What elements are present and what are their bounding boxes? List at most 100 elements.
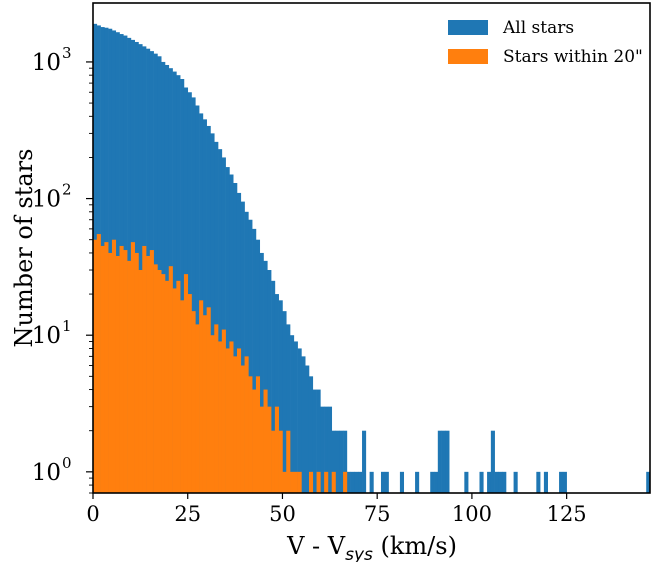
bar (343, 471, 348, 493)
bar (127, 260, 132, 493)
bar (354, 471, 359, 493)
bar (210, 133, 215, 493)
bar (494, 471, 499, 493)
bar (267, 406, 272, 493)
bar (464, 471, 469, 493)
bar (293, 471, 298, 493)
x-axis-label-subscript: sys (345, 545, 373, 562)
legend-label-stars-within: Stars within 20" (503, 47, 643, 67)
bar (202, 119, 207, 493)
bar (301, 356, 306, 493)
bar (282, 311, 287, 493)
bar (437, 430, 442, 493)
bar (327, 406, 333, 493)
bar (214, 324, 219, 493)
bar (274, 406, 279, 493)
bar (142, 245, 147, 493)
bar (358, 471, 363, 493)
bar (191, 97, 196, 493)
bar (479, 471, 484, 493)
bar (199, 300, 204, 493)
bar (233, 183, 238, 493)
bar (187, 92, 192, 493)
bar (221, 329, 226, 493)
bar (202, 315, 207, 493)
bar (278, 430, 283, 493)
bar (415, 471, 420, 493)
bar (513, 471, 518, 493)
x-tick-label: 0 (86, 502, 99, 526)
bar (543, 471, 548, 493)
bar (244, 211, 249, 493)
bar (255, 239, 261, 493)
bar (259, 406, 264, 493)
bar (218, 149, 223, 493)
bar (111, 239, 117, 493)
bar (384, 471, 389, 493)
x-tick-label: 100 (452, 502, 492, 526)
bar (308, 376, 314, 493)
bar (324, 406, 329, 493)
bar (240, 365, 245, 493)
bar (350, 471, 355, 493)
x-axis: 0 25 50 75 100 125 (86, 493, 587, 526)
bar (168, 266, 173, 493)
bar (191, 311, 196, 493)
plot-frame (92, 2, 651, 494)
bar (282, 471, 287, 493)
bar (320, 406, 325, 493)
bar (164, 64, 170, 493)
bar (278, 300, 283, 493)
bar (240, 201, 245, 494)
bar (445, 430, 450, 493)
x-tick-label: 75 (364, 502, 391, 526)
bar (138, 270, 143, 493)
bar (290, 335, 295, 493)
bar (172, 71, 177, 493)
bar (430, 471, 435, 493)
y-tick-label: 10 (32, 187, 61, 213)
series-stars-within-bars (93, 234, 348, 494)
bar (399, 471, 405, 493)
bar (104, 242, 109, 493)
bar (312, 389, 317, 493)
bar (183, 274, 189, 493)
x-tick-label: 25 (174, 502, 201, 526)
bar (229, 174, 234, 493)
bar (195, 105, 200, 494)
bar (255, 376, 261, 493)
bar (263, 389, 268, 493)
bar (286, 324, 291, 493)
y-tick-exponent: 2 (62, 181, 72, 199)
x-axis-label: V - Vsys (km/s) (286, 532, 457, 562)
bar (157, 270, 162, 493)
bar (180, 79, 185, 493)
bar (236, 348, 242, 493)
x-tick-label: 125 (547, 502, 587, 526)
bar (164, 280, 170, 493)
x-axis-label-prefix: V - V (286, 532, 346, 560)
bar (562, 471, 567, 493)
legend-label-all-stars: All stars (502, 18, 574, 38)
bar (108, 252, 113, 493)
bar (149, 250, 154, 493)
legend-swatch-stars-within (448, 49, 488, 64)
y-tick-label: 10 (32, 323, 61, 349)
bar (316, 389, 321, 493)
bar (138, 44, 143, 493)
x-axis-label-suffix: (km/s) (373, 532, 457, 560)
bar (115, 255, 120, 493)
bar (206, 307, 211, 493)
bar (331, 471, 336, 493)
bar (267, 270, 272, 493)
bar (146, 255, 151, 493)
bar (316, 471, 321, 493)
bar (286, 430, 291, 493)
bar (180, 300, 185, 493)
bar (119, 245, 124, 493)
bar (335, 430, 340, 493)
y-tick-exponent: 0 (62, 454, 72, 472)
bar (646, 471, 651, 493)
bar (263, 260, 268, 493)
